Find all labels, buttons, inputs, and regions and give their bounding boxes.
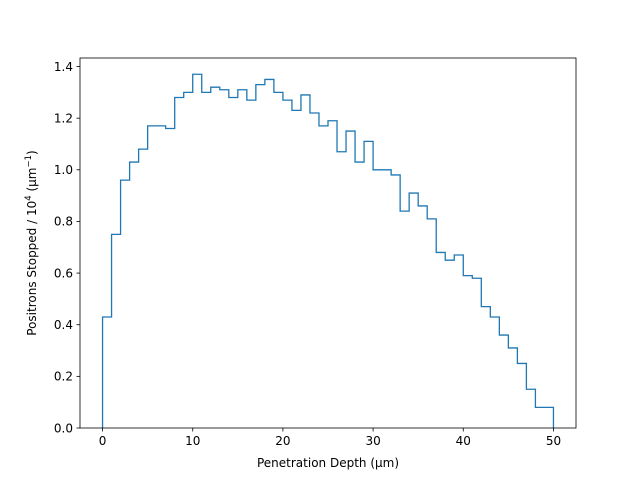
histogram-bin [517,363,526,428]
y-tick-label: 0.8 [54,215,73,229]
histogram-bin [427,219,436,428]
histogram-bin [238,90,247,428]
histogram-bin [445,260,454,428]
histogram-bin [490,317,499,428]
histogram-bin [328,121,337,428]
histogram-bin [184,92,193,428]
histogram-bin [175,98,184,429]
histogram-bin [157,126,166,428]
plot-area-frame [79,57,577,429]
histogram-bin [283,100,292,428]
histogram-bin [148,126,157,428]
histogram-bin [292,110,301,428]
y-axis-label-unit: (µm [25,168,39,196]
histogram-bin [526,389,535,428]
histogram-bin [355,162,364,428]
y-axis-label-unit-exponent: −1 [24,155,34,168]
histogram-bin [337,152,346,428]
histogram-bin [508,348,517,428]
histogram-bin [103,317,112,428]
histogram-bin [166,128,175,428]
histogram-bin [247,100,256,428]
y-tick-label: 0.0 [54,421,73,435]
y-tick-label: 0.2 [54,370,73,384]
histogram-bin [346,131,355,428]
y-tick-label: 0.6 [54,266,73,280]
histogram-bin [463,276,472,428]
histogram-bin [454,255,463,428]
histogram-bin [310,113,319,428]
histogram-bin [121,180,130,428]
histogram-bin [319,126,328,428]
y-axis-label-main: Positrons Stopped / 10 [25,201,39,336]
histogram-bin [373,170,382,428]
histogram-bin [301,95,310,428]
histogram-bin [265,79,274,428]
histogram-bin [391,175,400,428]
histogram-bin [229,98,238,429]
histogram-bin [382,170,391,428]
histogram-bin [220,90,229,428]
y-tick-label: 1.4 [54,60,73,74]
histogram-bin [112,234,121,428]
histogram-bin [409,193,418,428]
y-axis-label-exponent: 4 [24,195,34,200]
histogram-bin [139,149,148,428]
histogram-bin [274,92,283,428]
x-tick-label: 20 [275,434,290,448]
x-tick-label: 50 [546,434,561,448]
y-tick-label: 1.0 [54,163,73,177]
x-tick-label: 40 [456,434,471,448]
histogram-bin [481,307,490,428]
histogram-step-line [101,73,555,428]
histogram-bin [193,74,202,428]
histogram-bin [535,407,544,428]
y-tick-label: 0.4 [54,318,73,332]
x-axis-label: Penetration Depth (µm) [257,456,399,470]
histogram-bin [256,85,265,428]
x-tick-label: 30 [365,434,380,448]
histogram-bin [202,92,211,428]
y-tick-label: 1.2 [54,111,73,125]
histogram-bin [472,278,481,428]
histogram-bin [418,206,427,428]
y-axis-label-unit-close: ) [25,150,39,155]
histogram-bin [130,162,139,428]
y-axis-label: Positrons Stopped / 104 (µm−1) [24,150,39,335]
histogram-bin [436,252,445,428]
histogram-bin [364,141,373,428]
histogram-bin [499,335,508,428]
x-tick-label: 0 [99,434,107,448]
x-tick-label: 10 [185,434,200,448]
histogram-bin [400,211,409,428]
histogram-bin [211,87,220,428]
histogram-bin [544,407,553,428]
